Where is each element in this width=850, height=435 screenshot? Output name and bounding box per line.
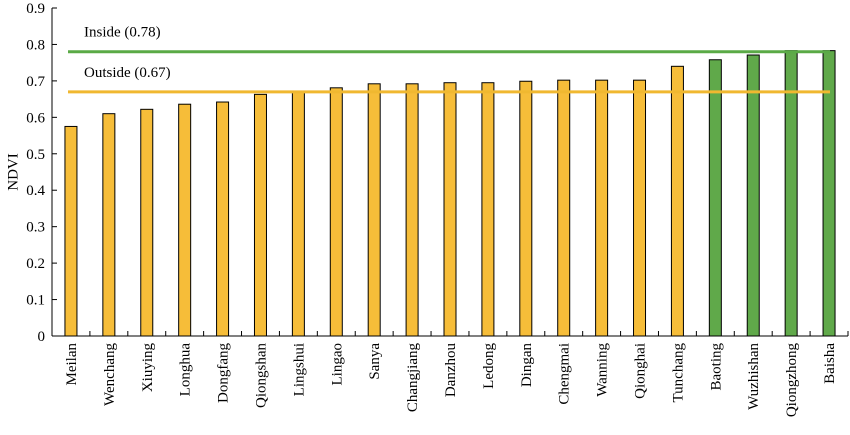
y-tick-label: 0.5 [26,147,45,163]
category-label-qionghai: Qionghai [633,343,649,399]
y-axis-title: NDVI [5,153,21,191]
category-label-chengmai: Chengmai [557,343,573,405]
category-label-lingao: Lingao [329,343,345,386]
bar-qiongshan [253,93,267,337]
bar-baisha [822,50,836,337]
y-tick-label: 0.7 [26,74,45,90]
bar-baoting [708,59,722,337]
y-tick-label: 0.2 [26,256,45,272]
bar-changjiang [405,83,419,337]
category-label-wanning: Wanning [595,343,611,397]
bar-danzhou [443,82,457,337]
bar-wanning [595,79,609,337]
bar-ledong [481,82,495,337]
reference-label-inside: Inside (0.78) [84,25,161,41]
bars [64,50,836,337]
y-tick-label: 0.9 [26,1,45,17]
x-axis: Meilan Wenchang Xiuying Longhua Dongfang Qion… [51,331,849,418]
category-label-baisha: Baisha [822,343,838,384]
category-label-baoting: Baoting [708,343,724,391]
category-label-meilan: Meilan [64,343,80,386]
bar-longhua [178,103,192,337]
bar-chengmai [557,79,571,337]
category-label-wuzhishan: Wuzhishan [746,343,762,410]
category-label-xiuying: Xiuying [140,343,156,393]
y-tick-label: 0.8 [26,37,45,53]
bar-lingao [329,87,343,337]
category-label-lingshui: Lingshui [291,343,307,396]
category-label-longhua: Longhua [178,343,194,397]
bar-dingan [519,80,533,337]
bar-meilan [64,125,78,337]
bar-qionghai [633,79,647,337]
bar-dongfang [216,101,230,337]
bar-wuzhishan [746,54,760,337]
reference-lines: Inside (0.78) Outside (0.67) [68,25,830,94]
category-label-qiongzhong: Qiongzhong [784,343,800,418]
category-label-sanya: Sanya [367,343,383,380]
category-label-danzhou: Danzhou [443,343,459,398]
bar-lingshui [291,90,305,337]
bar-tunchang [670,65,684,337]
category-label-wenchang: Wenchang [102,343,118,406]
y-axis: 0 0.1 0.2 0.3 0.4 0.5 0.6 0.7 0.8 0.9 [26,1,57,345]
y-tick-label: 0.4 [26,183,45,199]
y-tick-label: 0.1 [26,293,45,309]
bar-xiuying [140,108,154,337]
category-label-qiongshan: Qiongshan [253,343,269,408]
category-label-dongfang: Dongfang [216,343,232,403]
category-label-ledong: Ledong [481,343,497,389]
bar-sanya [367,83,381,337]
y-tick-label: 0 [38,329,46,345]
category-label-changjiang: Changjiang [405,343,421,413]
bar-qiongzhong [784,50,798,337]
category-label-dingan: Dingan [519,343,535,388]
y-tick-label: 0.3 [26,220,45,236]
y-tick-label: 0.6 [26,110,45,126]
bar-wenchang [102,113,116,337]
category-label-tunchang: Tunchang [670,343,686,403]
reference-label-outside: Outside (0.67) [84,65,171,81]
